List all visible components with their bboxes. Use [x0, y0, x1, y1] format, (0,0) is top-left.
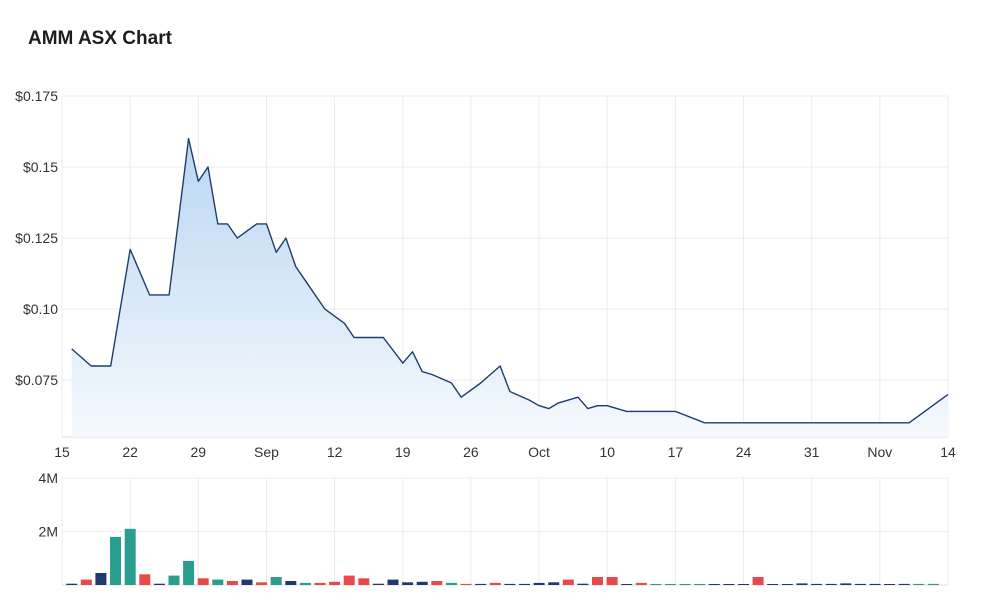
volume-grid	[61, 477, 949, 586]
volume-bar	[110, 536, 121, 585]
volume-bar	[212, 579, 224, 585]
volume-bar	[358, 578, 370, 585]
volume-bar	[898, 583, 910, 585]
volume-bar	[884, 584, 896, 585]
volume-bar	[489, 582, 501, 585]
volume-bar	[635, 582, 647, 585]
volume-bar	[226, 581, 238, 585]
price-area	[71, 137, 949, 437]
volume-bar	[460, 583, 472, 585]
volume-bar	[679, 584, 691, 585]
volume-bar	[183, 560, 195, 585]
volume-y-axis: 4M 2M	[39, 470, 58, 540]
volume-bar	[913, 583, 925, 585]
price-x-tick-label: Nov	[867, 444, 892, 460]
volume-bar	[621, 584, 633, 585]
volume-bar	[811, 583, 823, 585]
volume-bar	[606, 577, 618, 585]
volume-bar	[562, 579, 574, 585]
volume-bar	[650, 584, 662, 585]
volume-bar	[285, 581, 297, 585]
price-y-tick-label: $0.125	[15, 230, 58, 246]
price-x-axis: 15 22 29 Sep 12 19 26 Oct 10 17 24 31 Nov 14	[54, 444, 956, 460]
price-x-tick-label: 22	[122, 444, 138, 460]
volume-bar	[95, 573, 107, 585]
volume-bar	[139, 574, 151, 585]
price-y-tick-label: $0.175	[15, 88, 58, 104]
volume-bar	[577, 583, 589, 585]
price-x-tick-label: 17	[668, 444, 684, 460]
volume-bar	[723, 584, 735, 585]
price-y-axis: $0.175 $0.15 $0.125 $0.10 $0.075	[15, 88, 58, 388]
volume-bar	[548, 582, 560, 585]
volume-bar	[592, 577, 603, 585]
volume-bar	[387, 579, 399, 585]
price-y-tick-label: $0.15	[23, 159, 58, 175]
volume-bar	[781, 584, 793, 585]
price-y-tick-label: $0.10	[23, 301, 58, 317]
volume-bar	[197, 578, 209, 585]
volume-bar	[475, 583, 487, 585]
price-line	[71, 137, 949, 424]
price-x-tick-label: Oct	[528, 444, 550, 460]
volume-bar	[869, 583, 881, 585]
volume-bar	[533, 582, 545, 585]
volume-bar	[840, 583, 852, 585]
volume-bar	[66, 583, 78, 585]
volume-bar	[168, 575, 180, 585]
volume-y-tick-label: 4M	[39, 470, 58, 486]
volume-bar	[299, 582, 311, 585]
volume-bar	[738, 584, 749, 585]
volume-bar	[825, 583, 837, 585]
volume-bar	[372, 583, 384, 585]
volume-bar	[416, 581, 428, 585]
price-area-fill	[71, 138, 948, 437]
volume-bar	[767, 584, 779, 585]
volume-bar	[402, 582, 414, 585]
volume-bar	[431, 581, 443, 585]
volume-y-tick-label: 2M	[39, 524, 58, 540]
volume-bar	[752, 577, 764, 585]
volume-bar	[329, 581, 341, 585]
volume-bar	[80, 579, 92, 585]
volume-bar	[256, 582, 268, 585]
price-x-tick-label: 19	[395, 444, 411, 460]
volume-bar	[153, 583, 165, 585]
volume-bar	[270, 577, 282, 585]
price-x-tick-label: 31	[804, 444, 820, 460]
volume-bar	[446, 582, 457, 585]
price-x-tick-label: 29	[191, 444, 207, 460]
chart-title: AMM ASX Chart	[28, 28, 172, 49]
volume-bar	[519, 583, 530, 585]
price-x-tick-label: 26	[463, 444, 479, 460]
price-x-tick-label: 14	[940, 444, 956, 460]
volume-bar	[927, 583, 939, 585]
price-x-tick-label: 10	[599, 444, 615, 460]
price-x-tick-label: Sep	[254, 444, 279, 460]
volume-bar	[796, 583, 808, 585]
price-x-tick-label: 12	[327, 444, 343, 460]
volume-bar	[854, 583, 866, 585]
volume-bar	[504, 583, 516, 585]
price-y-tick-label: $0.075	[15, 372, 58, 388]
volume-bar	[694, 584, 706, 585]
volume-bar	[314, 582, 326, 585]
price-x-tick-label: 15	[54, 444, 70, 460]
volume-bar	[241, 579, 253, 585]
volume-bar	[343, 575, 355, 585]
volume-bar	[708, 584, 720, 585]
volume-bar	[124, 528, 136, 585]
volume-bars	[66, 528, 939, 585]
volume-bar	[665, 584, 676, 585]
price-x-tick-label: 24	[736, 444, 752, 460]
